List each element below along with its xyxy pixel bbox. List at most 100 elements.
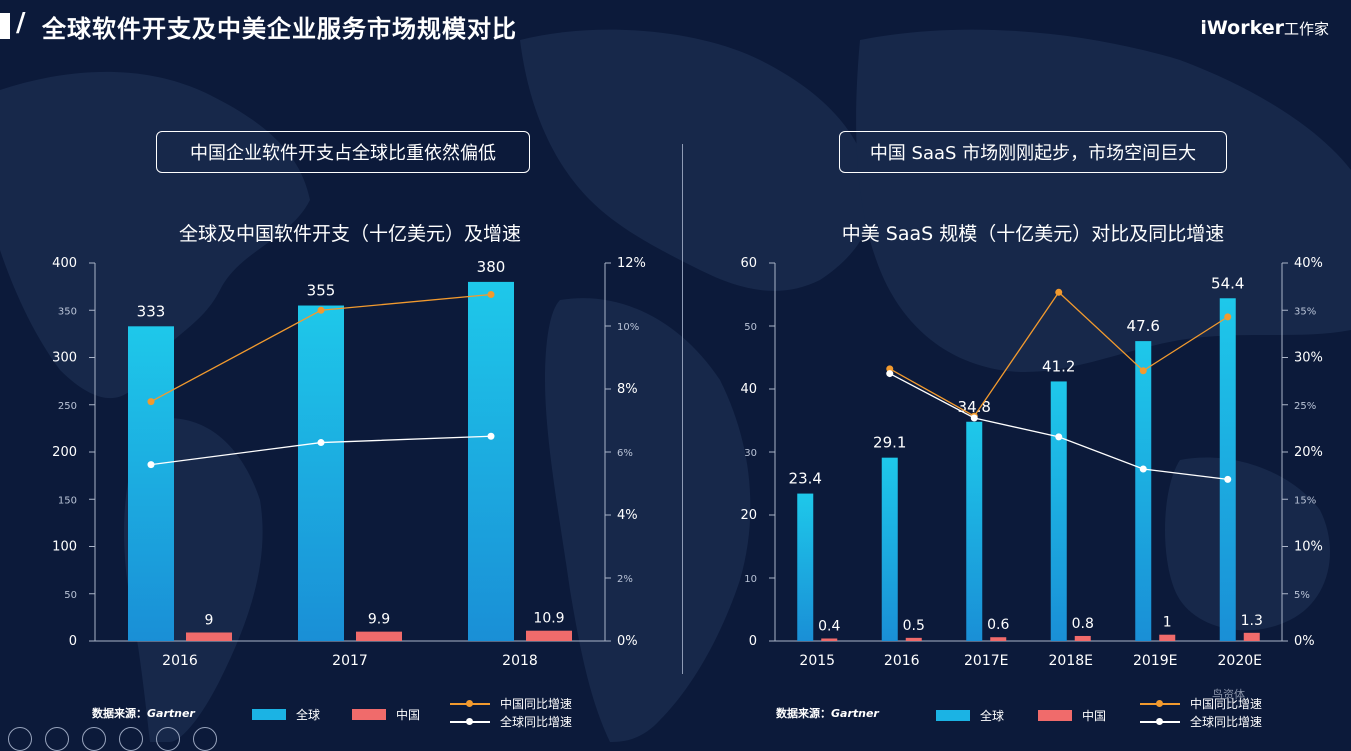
left-point-global-growth [147, 461, 155, 469]
pen-tool-button[interactable] [82, 727, 106, 751]
brand-logo: iWorker工作家 [1200, 17, 1329, 39]
right-bar-global-label: 23.4 [789, 470, 822, 488]
prev-slide-button[interactable] [8, 727, 32, 751]
left-bar-china [186, 632, 232, 641]
right-bar-china-label: 1 [1163, 615, 1172, 631]
left-legend-global: 全球 [252, 706, 320, 723]
more-options-button[interactable] [193, 727, 217, 751]
brand-name: iWorker [1200, 17, 1284, 39]
panel-divider [682, 144, 683, 674]
left-y-tick-label: 250 [58, 401, 77, 412]
right-bar-china [1243, 632, 1260, 641]
left-bar-global-label: 380 [477, 258, 506, 276]
left-headline-box: 中国企业软件开支占全球比重依然偏低 [156, 131, 530, 173]
right-bar-global [881, 457, 898, 641]
left-y2-tick-label: 6% [617, 448, 633, 459]
left-y2-tick-label: 4% [617, 508, 638, 523]
right-y-tick-label: 60 [740, 256, 757, 271]
right-legend-global-growth: 全球同比增速 [1140, 713, 1262, 730]
right-y-tick-label: 0 [749, 634, 757, 649]
left-bar-global [468, 281, 514, 641]
left-source-name: Gartner [147, 707, 195, 720]
left-point-global-growth [487, 432, 495, 440]
left-x-tick-label: 2017 [332, 653, 368, 669]
left-y-tick-label: 0 [69, 634, 77, 649]
right-y2-tick-label: 30% [1294, 351, 1323, 366]
left-y-tick-label: 350 [58, 306, 77, 317]
left-bar-global-label: 355 [307, 282, 336, 300]
legend-label-china-growth: 中国同比增速 [500, 697, 573, 711]
left-legend-china: 中国 [352, 706, 420, 723]
legend-swatch-global [936, 710, 970, 721]
legend-label-global: 全球 [296, 708, 321, 722]
right-bar-china-label: 0.6 [987, 617, 1009, 633]
right-chart-title: 中美 SaaS 规模（十亿美元）对比及同比增速 [841, 223, 1225, 245]
left-bar-china-label: 9.9 [368, 612, 390, 628]
left-y2-tick-label: 8% [617, 382, 638, 397]
right-source: 数据来源：Gartner [776, 705, 879, 721]
left-point-global-growth [317, 439, 325, 447]
right-point-global-growth [1139, 465, 1147, 473]
right-bar-china-label: 0.5 [903, 618, 925, 634]
left-source: 数据来源：Gartner [92, 705, 195, 721]
right-y2-tick-label: 10% [1294, 540, 1323, 555]
legend-line-global-growth [1140, 717, 1180, 727]
left-bar-global [128, 326, 174, 641]
legend-line-global-growth [450, 717, 490, 727]
page-title: 全球软件开支及中美企业服务市场规模对比 [42, 15, 517, 43]
right-y2-tick-label: 25% [1294, 401, 1316, 412]
left-y-tick-label: 50 [64, 590, 77, 601]
right-bar-global [1050, 381, 1067, 641]
right-point-global-growth [886, 370, 894, 378]
right-x-tick-label: 2019E [1133, 653, 1177, 669]
legend-line-china-growth [450, 699, 490, 709]
zoom-button[interactable] [156, 727, 180, 751]
right-bar-global-label: 47.6 [1127, 317, 1160, 335]
legend-label-global-growth: 全球同比增速 [500, 715, 573, 729]
left-point-china-growth [147, 398, 155, 406]
right-y-tick-label: 10 [744, 574, 757, 585]
right-bar-china [905, 637, 922, 641]
right-headline-box: 中国 SaaS 市场刚刚起步，市场空间巨大 [839, 131, 1227, 173]
right-bar-global [797, 493, 814, 641]
left-bar-china-label: 9 [205, 612, 214, 628]
left-y-tick-label: 300 [52, 351, 77, 366]
right-y2-tick-label: 5% [1294, 590, 1310, 601]
right-y2-tick-label: 35% [1294, 306, 1316, 317]
legend-line-china-growth [1140, 699, 1180, 709]
right-x-tick-label: 2017E [964, 653, 1008, 669]
left-y-tick-label: 200 [52, 445, 77, 460]
right-source-label: 数据来源： [776, 707, 831, 720]
right-bar-global [1135, 341, 1152, 641]
right-x-tick-label: 2020E [1218, 653, 1262, 669]
right-chart: 0 10 20 30 40 50 60 0% 5% 10% 15% 20% 25% 30% 35% 40% 20… [740, 256, 1323, 669]
right-point-global-growth [1224, 475, 1232, 483]
slide-sorter-button[interactable] [119, 727, 143, 751]
right-x-tick-label: 2016 [884, 653, 920, 669]
right-legend-china: 中国 [1038, 707, 1106, 724]
right-source-name: Gartner [831, 707, 879, 720]
left-legend-global-growth: 全球同比增速 [450, 713, 572, 730]
legend-swatch-global [252, 709, 286, 720]
legend-label-global: 全球 [980, 709, 1005, 723]
watermark: 鸟资体 [1212, 688, 1245, 701]
legend-label-china: 中国 [396, 708, 421, 722]
legend-label-china: 中国 [1082, 709, 1107, 723]
left-y2-tick-label: 0% [617, 634, 638, 649]
right-point-china-growth [1139, 367, 1147, 375]
left-chart: 0 50 100 150 200 250 300 350 400 0% 2% 4% 6% 8% 10% 12%… [52, 256, 646, 669]
legend-swatch-china [1038, 710, 1072, 721]
left-point-china-growth [487, 291, 495, 298]
right-bar-china [1159, 634, 1176, 641]
left-bar-global [298, 305, 344, 641]
right-legend-global: 全球 [936, 707, 1004, 724]
next-slide-button[interactable] [45, 727, 69, 751]
right-point-global-growth [970, 414, 978, 422]
legend-swatch-china [352, 709, 386, 720]
right-y-tick-label: 30 [744, 448, 757, 459]
header-accent-bar [0, 13, 10, 39]
right-bar-global-label: 54.4 [1211, 274, 1244, 292]
right-headline: 中国 SaaS 市场刚刚起步，市场空间巨大 [869, 143, 1197, 164]
legend-label-china-growth: 中国同比增速 [1190, 697, 1263, 711]
right-y2-tick-label: 0% [1294, 634, 1315, 649]
